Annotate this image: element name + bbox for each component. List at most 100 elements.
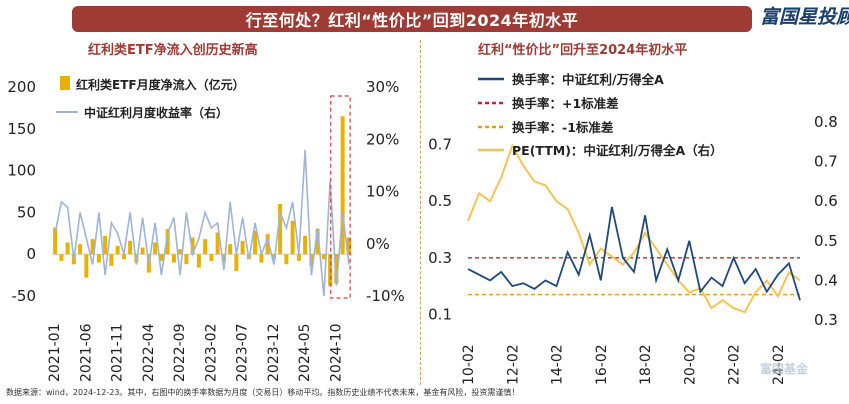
left-chart-title: 红利类ETF净流入创历史新高: [88, 43, 258, 58]
etf-inflow-bar: [234, 254, 239, 271]
etf-inflow-bar: [240, 240, 245, 255]
etf-inflow-bar: [228, 244, 233, 255]
etf-inflow-bar: [59, 254, 64, 261]
brand-name: 富国星投顾: [760, 6, 849, 28]
etf-inflow-bar: [165, 229, 170, 255]
right-chart-left-y-tick: 0.7: [428, 136, 452, 154]
right-x-tick: 12-02: [505, 344, 521, 385]
left-y-tick: 50: [17, 203, 36, 221]
etf-inflow-bar: [209, 254, 214, 261]
left-x-tick: 2022-04: [141, 323, 157, 382]
etf-inflow-bar: [215, 232, 220, 255]
etf-inflow-bar: [184, 254, 189, 265]
right-legend-label: 换手率：中证红利/万得全A: [512, 72, 664, 87]
right-chart-right-y-tick: 0.4: [814, 271, 838, 289]
legend-bar-label: 红利类ETF月度净流入（亿元）: [76, 77, 245, 92]
right-x-tick: 14-02: [550, 344, 566, 385]
left-y-tick: 100: [7, 162, 36, 180]
etf-inflow-bar: [321, 254, 326, 260]
right-y-tick: 0%: [366, 235, 390, 253]
right-x-tick: 20-02: [682, 344, 698, 385]
left-x-tick: 2021-06: [78, 323, 94, 382]
right-x-tick: 16-02: [594, 344, 610, 385]
etf-inflow-bar: [340, 116, 345, 255]
right-y-tick: -10%: [366, 287, 405, 305]
etf-inflow-bar: [140, 247, 145, 255]
right-y-tick: 30%: [366, 78, 399, 96]
right-x-tick: 24-02: [771, 344, 787, 385]
left-x-tick: 2023-12: [266, 324, 282, 383]
right-x-tick: 22-02: [727, 344, 743, 385]
etf-inflow-bar: [90, 239, 95, 255]
etf-inflow-bar: [128, 240, 133, 255]
etf-inflow-bar: [196, 254, 201, 268]
right-chart-left-y-tick: 0.5: [428, 192, 452, 210]
turnover-ratio-line: [467, 206, 801, 301]
etf-inflow-bar: [296, 254, 301, 261]
etf-inflow-bar: [121, 254, 126, 260]
right-chart-left-y-tick: 0.3: [428, 249, 452, 267]
right-legend-label: PE(TTM)：中证红利/万得全A（右）: [512, 143, 723, 158]
brand-logo: 富国星投顾: [760, 2, 849, 38]
left-x-tick: 2024-05: [297, 324, 313, 383]
pe-ratio-line: [467, 143, 801, 314]
etf-inflow-bar: [171, 254, 176, 263]
etf-inflow-bar: [65, 242, 70, 255]
right-chart-right-y-tick: 0.6: [814, 192, 838, 210]
right-chart-title: 红利“性价比”回升至2024年初水平: [478, 43, 688, 58]
right-x-tick: 10-02: [461, 344, 477, 385]
etf-inflow-bar: [159, 254, 164, 261]
left-x-tick: 2022-09: [172, 324, 188, 383]
etf-inflow-bar: [278, 204, 283, 255]
watermark: 富国基金: [760, 362, 809, 376]
right-y-tick: 20%: [366, 130, 399, 148]
etf-inflow-bar: [303, 235, 308, 255]
right-x-tick: 18-02: [638, 344, 654, 385]
left-y-tick: 200: [7, 78, 36, 96]
right-chart-right-y-tick: 0.3: [814, 311, 838, 329]
etf-inflow-bar: [271, 254, 276, 260]
right-chart-right-y-tick: 0.5: [814, 232, 838, 250]
etf-inflow-bar: [290, 220, 295, 255]
right-legend-label: 换手率：+1标准差: [512, 96, 619, 111]
etf-inflow-bar: [78, 244, 83, 255]
banner-title: 行至何处？红利“性价比”回到2024年初水平: [72, 6, 752, 32]
etf-inflow-bar: [109, 254, 114, 266]
left-x-tick: 2021-11: [110, 324, 126, 383]
etf-inflow-bar: [53, 227, 58, 255]
panel-divider: [420, 40, 422, 385]
etf-inflow-bar: [103, 235, 108, 255]
etf-inflow-bar: [153, 242, 158, 255]
etf-inflow-bar: [346, 237, 351, 255]
left-y-tick: 150: [7, 120, 36, 138]
left-y-tick: 0: [26, 245, 36, 263]
csi-dividend-return-line: [54, 149, 350, 297]
right-legend-label: 换手率：-1标准差: [512, 120, 613, 135]
etf-inflow-bar: [284, 254, 289, 265]
left-x-tick: 2021-01: [47, 324, 63, 383]
etf-inflow-bar: [328, 254, 333, 286]
etf-inflow-bar: [190, 237, 195, 255]
left-x-tick: 2023-02: [203, 324, 219, 383]
legend-bar-swatch: [60, 76, 70, 90]
etf-inflow-bar: [265, 234, 270, 255]
etf-inflow-bar: [253, 230, 258, 255]
left-y-tick: -50: [12, 287, 37, 305]
etf-inflow-bar: [315, 229, 320, 255]
etf-inflow-bar: [96, 254, 101, 263]
footnote: 数据来源：wind，2024-12-23。其中，右图中的换手率数据为月度（交易日…: [6, 388, 520, 397]
right-chart-right-y-tick: 0.7: [814, 153, 838, 171]
etf-inflow-bar: [178, 249, 183, 255]
etf-inflow-bar: [259, 254, 264, 263]
right-chart-right-y-tick: 0.8: [814, 113, 838, 131]
etf-inflow-bar: [115, 245, 120, 255]
left-x-tick: 2023-07: [235, 324, 251, 383]
etf-inflow-bar: [203, 239, 208, 255]
legend-line-label: 中证红利月度收益率（右）: [84, 105, 228, 120]
left-x-tick: 2024-10: [328, 324, 344, 383]
right-y-tick: 10%: [366, 183, 399, 201]
etf-inflow-bar: [84, 254, 89, 278]
etf-inflow-bar: [334, 254, 339, 284]
highlight-box: [330, 95, 351, 299]
